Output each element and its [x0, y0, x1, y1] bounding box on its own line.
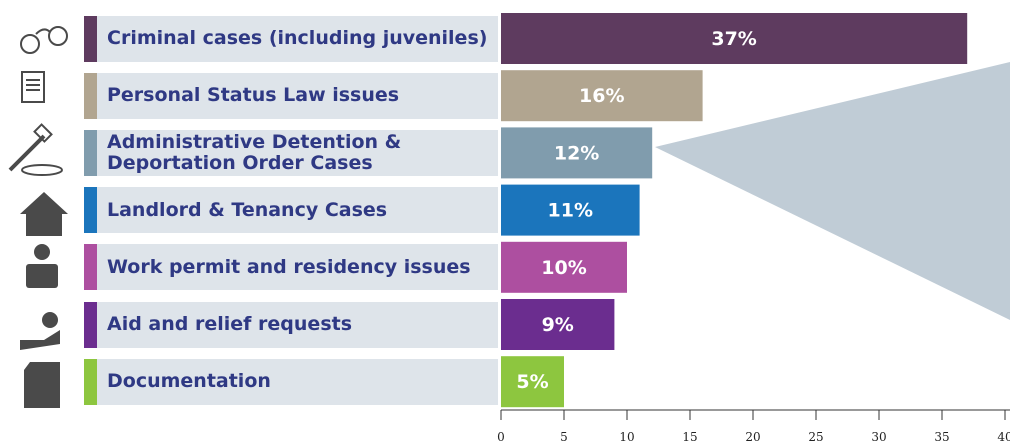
color-strip — [84, 72, 97, 119]
x-tick-label: 0 — [497, 430, 505, 444]
value-label: 12% — [554, 142, 599, 164]
x-tick-label: 30 — [871, 430, 886, 444]
icons — [8, 26, 68, 176]
color-strip — [84, 187, 97, 234]
category-label: Work permit and residency issues — [84, 244, 498, 291]
category-text: Personal Status Law issues — [107, 84, 400, 107]
color-strip — [84, 301, 97, 348]
category-label: Aid and relief requests — [84, 301, 498, 348]
bar — [501, 299, 615, 350]
category-label: Criminal cases (including juveniles) — [84, 15, 498, 62]
color-strip — [84, 244, 97, 291]
value-label: 10% — [541, 257, 586, 279]
bar — [501, 356, 564, 408]
value-label: 11% — [548, 200, 593, 222]
bar — [501, 13, 968, 64]
value-label: 37% — [711, 28, 756, 50]
category-text: Work permit and residency issues — [107, 255, 471, 278]
color-strip — [84, 358, 97, 405]
color-strip — [84, 129, 97, 176]
category-text: Documentation — [107, 370, 271, 393]
bar — [501, 184, 640, 236]
x-tick-label: 20 — [745, 430, 760, 444]
x-tick-label: 40 — [997, 430, 1010, 444]
category-label: Landlord & Tenancy Cases — [84, 187, 498, 234]
category-text: Administrative Detention & Deportation O… — [107, 130, 402, 174]
value-label: 9% — [542, 314, 574, 336]
category-label: Personal Status Law issues — [84, 72, 498, 119]
category-label: Administrative Detention & Deportation O… — [84, 129, 498, 176]
value-label: 5% — [516, 371, 548, 393]
category-text: Landlord & Tenancy Cases — [107, 198, 388, 221]
x-tick-label: 10 — [619, 430, 634, 444]
x-tick-label: 15 — [682, 430, 697, 444]
icons-filled — [20, 192, 68, 408]
color-strip — [84, 15, 97, 62]
x-tick-label: 5 — [560, 430, 568, 444]
value-label: 16% — [579, 85, 624, 107]
bar — [501, 241, 627, 293]
bar — [501, 127, 653, 179]
category-text: Aid and relief requests — [107, 313, 353, 335]
callout — [655, 62, 1010, 320]
x-tick-label: 25 — [808, 430, 823, 444]
x-tick-label: 35 — [934, 430, 949, 444]
category-text: Criminal cases (including juveniles) — [107, 27, 488, 49]
category-label: Documentation — [84, 358, 498, 405]
bar — [501, 70, 703, 122]
